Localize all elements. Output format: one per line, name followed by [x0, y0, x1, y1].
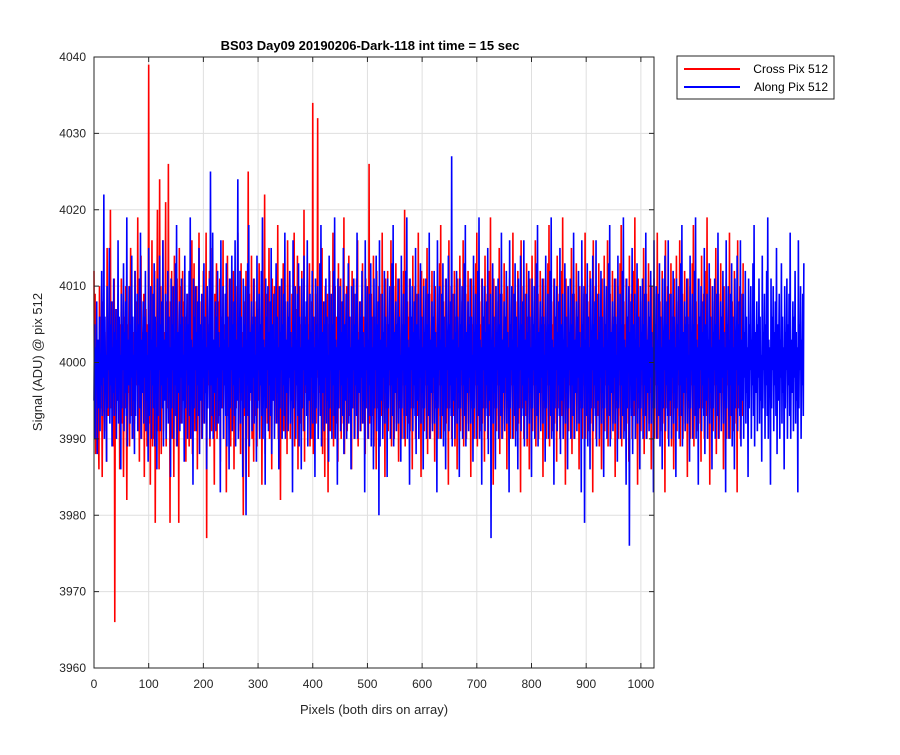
- x-tick-label: 800: [521, 677, 541, 691]
- x-axis-label: Pixels (both dirs on array): [300, 702, 448, 717]
- series-layer: [93, 64, 805, 623]
- x-tick-label: 700: [467, 677, 487, 691]
- x-tick-label: 0: [91, 677, 98, 691]
- y-tick-label: 4010: [59, 279, 86, 293]
- y-tick-label: 3980: [59, 508, 86, 522]
- x-tick-label: 900: [576, 677, 596, 691]
- y-tick-label: 3990: [59, 432, 86, 446]
- legend-box: [676, 55, 835, 100]
- y-tick-label: 4020: [59, 203, 86, 217]
- x-tick-label: 600: [412, 677, 432, 691]
- x-tick-label: 100: [139, 677, 159, 691]
- x-tick-label: 1000: [628, 677, 655, 691]
- series-line-along-pix-512: [93, 156, 805, 546]
- y-tick-label: 3970: [59, 585, 86, 599]
- y-tick-label: 4040: [59, 50, 86, 64]
- x-tick-label: 200: [193, 677, 213, 691]
- y-axis-label: Signal (ADU) @ pix 512: [30, 293, 45, 431]
- x-tick-label: 500: [357, 677, 377, 691]
- x-tick-label: 300: [248, 677, 268, 691]
- y-tick-label: 4000: [59, 356, 86, 370]
- y-tick-label: 4030: [59, 126, 86, 140]
- y-tick-label: 3960: [59, 661, 86, 675]
- x-tick-label: 400: [303, 677, 323, 691]
- axis-ticks: 0 100 200 300 400 500 600 700 800 900 1000 3960 3970…: [59, 50, 654, 691]
- legend-label-cross: Cross Pix 512: [753, 62, 828, 76]
- chart-title: BS03 Day09 20190206-Dark-118 int time = …: [221, 38, 520, 53]
- legend-label-along: Along Pix 512: [754, 80, 828, 94]
- legend: Cross Pix 512 Along Pix 512: [676, 55, 835, 100]
